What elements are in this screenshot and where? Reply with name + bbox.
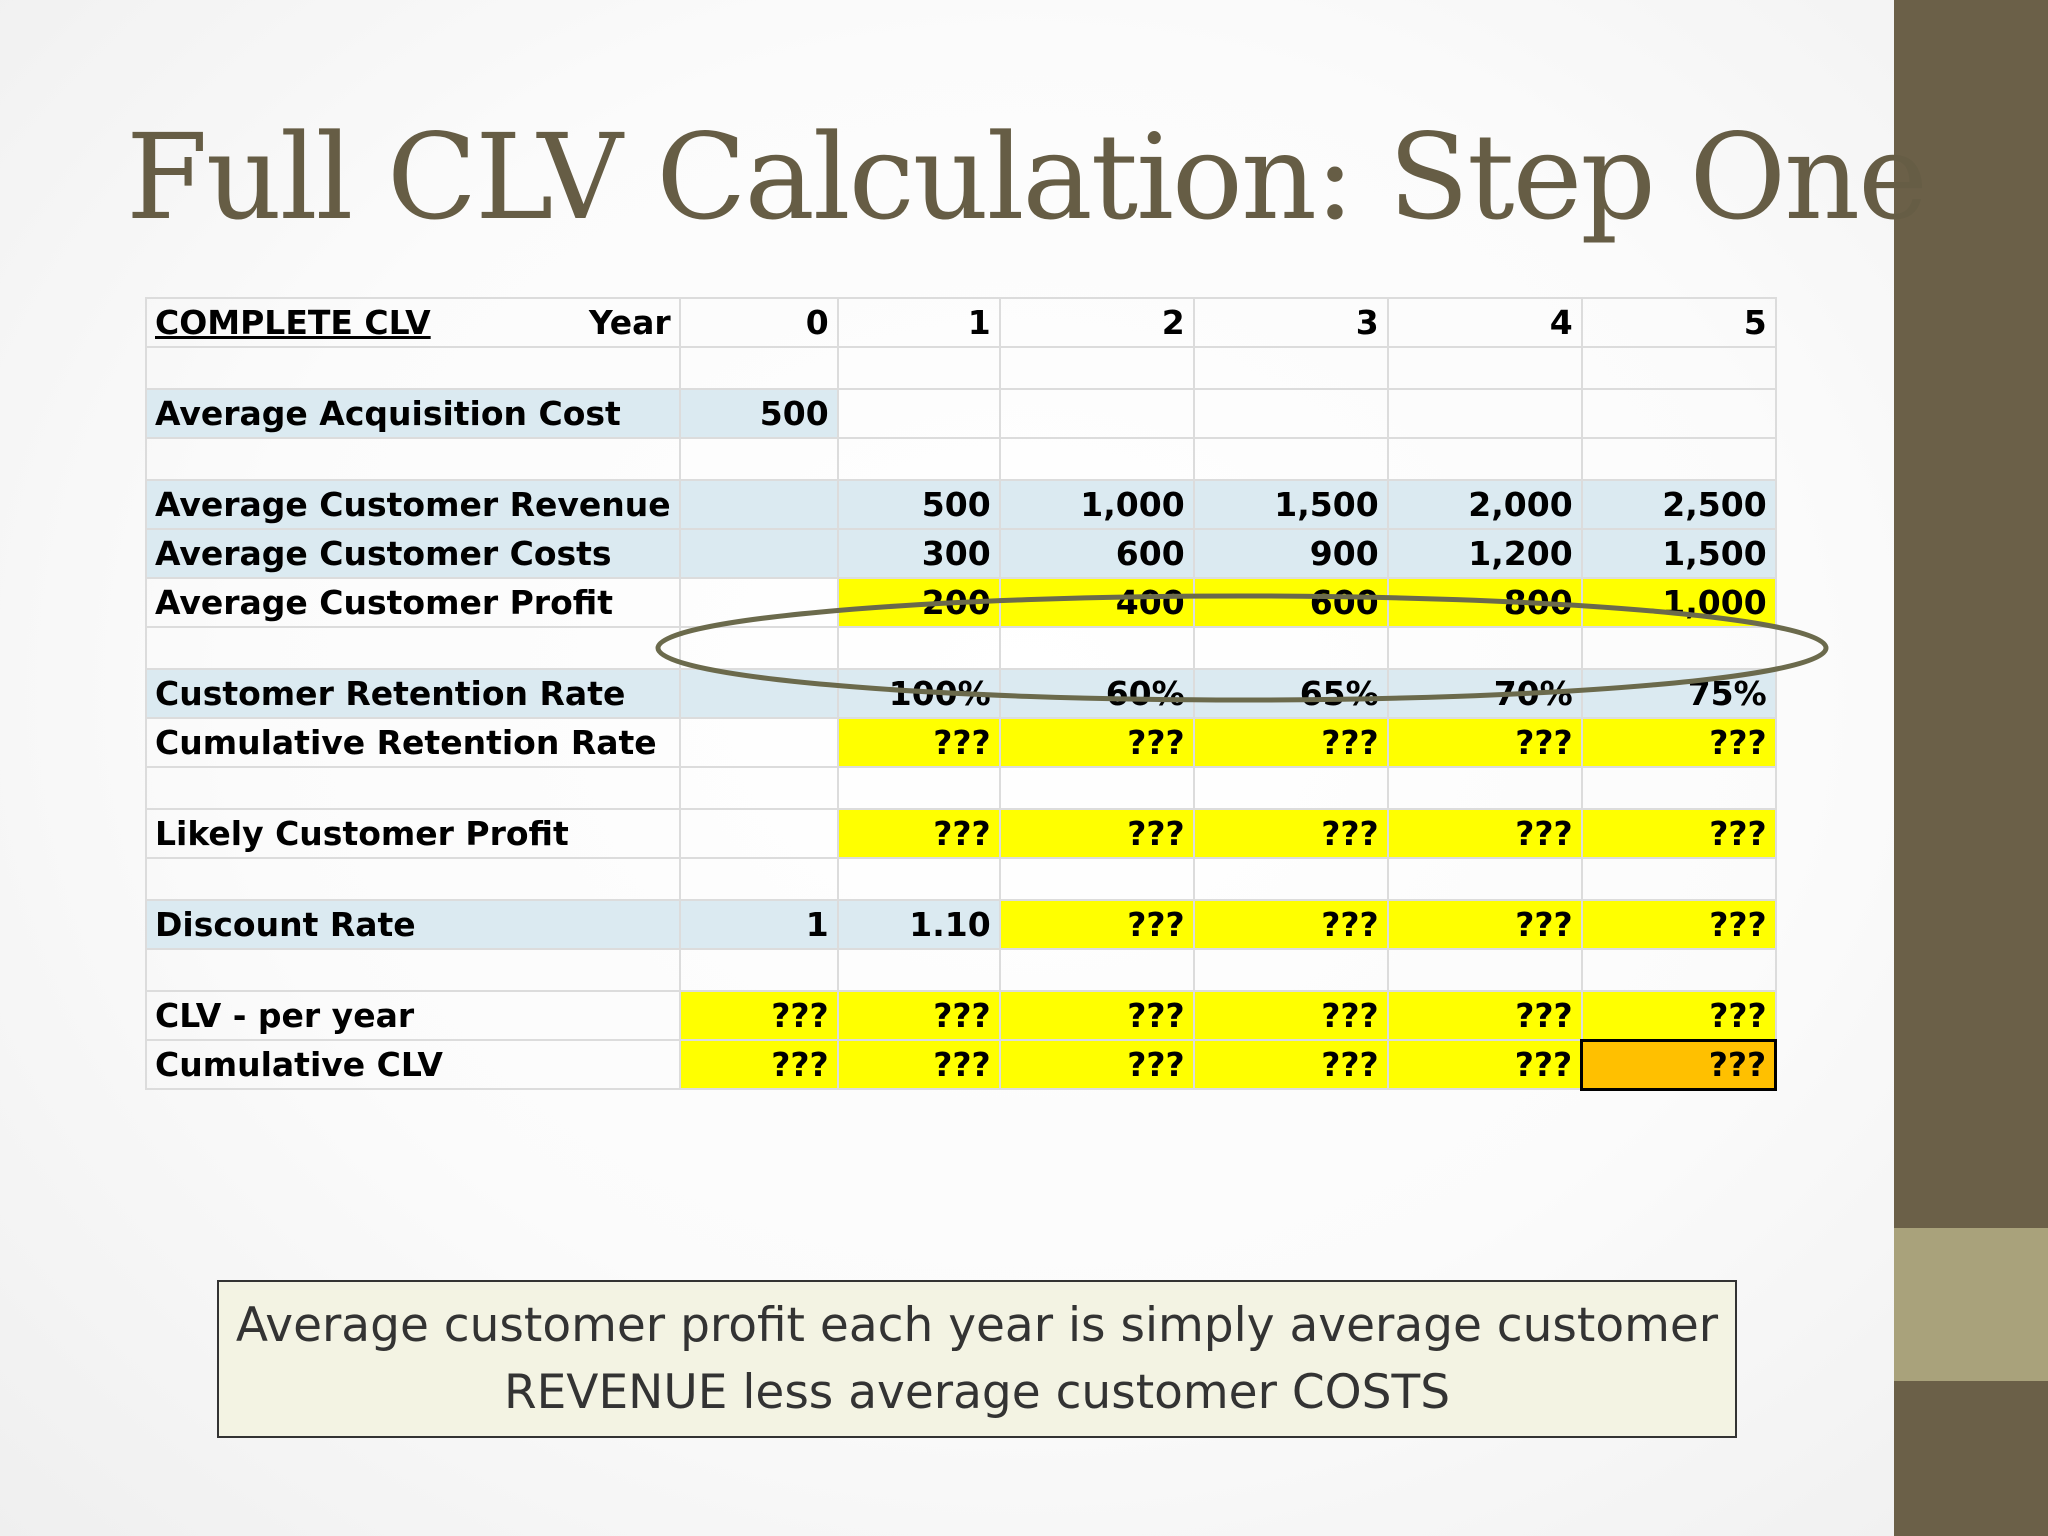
row-label: Average Customer Profit [145, 577, 681, 628]
year-cell: 5 [1580, 297, 1777, 348]
value-cell: 400 [998, 577, 1195, 628]
value-cell: ??? [1386, 717, 1583, 768]
value-cell: ??? [998, 808, 1195, 859]
value-cell: ??? [998, 717, 1195, 768]
year-label: Year [588, 303, 671, 342]
value-cell: 300 [836, 528, 1001, 579]
clv-per-year-row: CLV - per year ??? ??? ??? ??? ??? ??? [145, 990, 1777, 1041]
value-cell: ??? [998, 899, 1195, 950]
customer-revenue-row: Average Customer Revenue 500 1,000 1,500… [145, 479, 1777, 530]
clv-spreadsheet: COMPLETE CLV Year 0 1 2 3 4 5 Average Acq… [145, 297, 1778, 1091]
spacer-row [145, 766, 1777, 810]
row-label: Average Acquisition Cost [145, 388, 681, 439]
value-cell: ??? [1580, 717, 1777, 768]
value-cell: ??? [1386, 990, 1583, 1041]
value-cell: 70% [1386, 668, 1583, 719]
value-cell: 600 [1192, 577, 1389, 628]
value-cell: ??? [836, 1039, 1001, 1090]
row-label: Discount Rate [145, 899, 681, 950]
row-label: Likely Customer Profit [145, 808, 681, 859]
spacer-row [145, 948, 1777, 992]
year-cell: 3 [1192, 297, 1389, 348]
value-cell: 1,500 [1580, 528, 1777, 579]
cumulative-retention-row: Cumulative Retention Rate ??? ??? ??? ??… [145, 717, 1777, 768]
value-cell [678, 808, 839, 859]
row-label: CLV - per year [145, 990, 681, 1041]
value-cell: 800 [1386, 577, 1583, 628]
year-cell: 2 [998, 297, 1195, 348]
value-cell: 1.10 [836, 899, 1001, 950]
value-cell: 500 [678, 388, 839, 439]
spacer-row [145, 346, 1777, 390]
row-label: Cumulative CLV [145, 1039, 681, 1090]
slide-title: Full CLV Calculation: Step One [126, 108, 1928, 246]
explanation-callout: Average customer profit each year is sim… [217, 1280, 1737, 1438]
value-cell: 1,200 [1386, 528, 1583, 579]
value-cell: ??? [678, 990, 839, 1041]
value-cell: 500 [836, 479, 1001, 530]
value-cell: ??? [1192, 1039, 1389, 1090]
spacer-row [145, 626, 1777, 670]
final-clv-cell: ??? [1580, 1038, 1778, 1091]
retention-rate-row: Customer Retention Rate 100% 60% 65% 70%… [145, 668, 1777, 719]
value-cell: ??? [836, 990, 1001, 1041]
year-cell: 0 [678, 297, 839, 348]
row-label: Customer Retention Rate [145, 668, 681, 719]
value-cell: ??? [998, 990, 1195, 1041]
value-cell: ??? [1192, 899, 1389, 950]
value-cell: 200 [836, 577, 1001, 628]
value-cell: ??? [1386, 1039, 1583, 1090]
spacer-row [145, 857, 1777, 901]
value-cell: ??? [1386, 808, 1583, 859]
header-row: COMPLETE CLV Year 0 1 2 3 4 5 [145, 297, 1777, 348]
likely-profit-row: Likely Customer Profit ??? ??? ??? ??? ?… [145, 808, 1777, 859]
value-cell: 900 [1192, 528, 1389, 579]
year-cell: 4 [1386, 297, 1583, 348]
value-cell: 100% [836, 668, 1001, 719]
complete-clv-label: COMPLETE CLV [155, 303, 431, 342]
value-cell [678, 717, 839, 768]
value-cell [678, 528, 839, 579]
value-cell: ??? [1580, 899, 1777, 950]
value-cell: 60% [998, 668, 1195, 719]
value-cell: ??? [1192, 990, 1389, 1041]
row-label: Average Customer Revenue [145, 479, 681, 530]
value-cell: 2,000 [1386, 479, 1583, 530]
value-cell: 2,500 [1580, 479, 1777, 530]
customer-costs-row: Average Customer Costs 300 600 900 1,200… [145, 528, 1777, 579]
acquisition-cost-row: Average Acquisition Cost 500 [145, 388, 1777, 439]
customer-profit-row: Average Customer Profit 200 400 600 800 … [145, 577, 1777, 628]
year-cell: 1 [836, 297, 1001, 348]
callout-line-1: Average customer profit each year is sim… [235, 1298, 1719, 1353]
value-cell: 75% [1580, 668, 1777, 719]
callout-line-2: REVENUE less average customer COSTS [503, 1365, 1451, 1420]
value-cell: 600 [998, 528, 1195, 579]
value-cell: ??? [678, 1039, 839, 1090]
cumulative-clv-row: Cumulative CLV ??? ??? ??? ??? ??? ??? [145, 1038, 1778, 1091]
row-label: Cumulative Retention Rate [145, 717, 681, 768]
value-cell: ??? [998, 1039, 1195, 1090]
value-cell: ??? [1580, 990, 1777, 1041]
value-cell: 1 [678, 899, 839, 950]
value-cell: 1,000 [1580, 577, 1777, 628]
value-cell: 1,000 [998, 479, 1195, 530]
decorative-side-accent [1894, 1228, 2048, 1381]
row-label: Average Customer Costs [145, 528, 681, 579]
value-cell: ??? [1580, 808, 1777, 859]
spacer-row [145, 437, 1777, 481]
value-cell [678, 668, 839, 719]
value-cell: ??? [836, 808, 1001, 859]
value-cell: ??? [836, 717, 1001, 768]
value-cell: 65% [1192, 668, 1389, 719]
value-cell: ??? [1192, 717, 1389, 768]
value-cell: 1,500 [1192, 479, 1389, 530]
discount-rate-row: Discount Rate 1 1.10 ??? ??? ??? ??? [145, 899, 1777, 950]
header-label-cell: COMPLETE CLV Year [145, 297, 681, 348]
value-cell [678, 479, 839, 530]
value-cell: ??? [1192, 808, 1389, 859]
value-cell [678, 577, 839, 628]
value-cell: ??? [1386, 899, 1583, 950]
